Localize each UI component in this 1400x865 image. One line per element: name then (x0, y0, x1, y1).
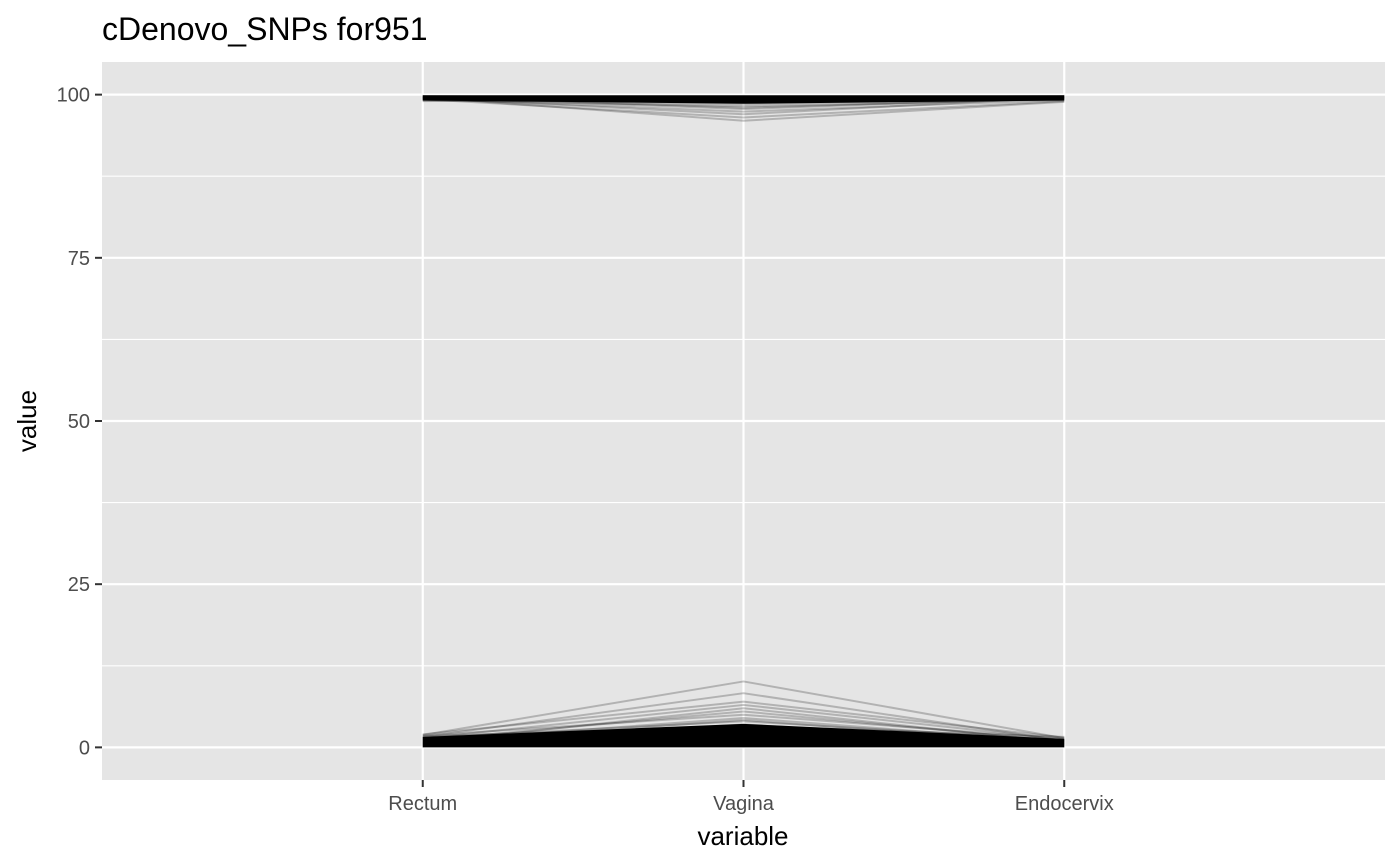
data-line-high (422, 98, 1065, 119)
x-axis-title: variable (697, 821, 788, 851)
data-line-low (422, 707, 1065, 744)
data-line-low (422, 680, 1065, 740)
y-tick-label: 25 (68, 574, 90, 596)
data-line-high (422, 98, 1065, 108)
y-tick-label: 0 (79, 737, 90, 759)
data-line-high (422, 96, 1065, 116)
chart-title: cDenovo_SNPs for951 (102, 11, 428, 47)
x-tick-label: Vagina (713, 793, 775, 815)
y-axis-title: value (12, 390, 42, 452)
x-axis: Rectum Vagina Endocervix (388, 780, 1114, 815)
data-line-high (422, 96, 1065, 122)
y-axis: 0 25 50 75 100 (57, 85, 102, 759)
dense-band-high (422, 95, 1065, 104)
data-line-low (422, 703, 1065, 741)
data-line-low (422, 720, 1065, 742)
grid-lines (102, 62, 1385, 780)
x-tick-label: Rectum (388, 793, 457, 815)
data-lines (422, 94, 1065, 748)
y-tick-label: 50 (68, 411, 90, 433)
dense-band-low (422, 723, 1065, 748)
data-line-low (422, 713, 1065, 740)
x-tick-label: Endocervix (1015, 793, 1114, 815)
data-line-low (422, 692, 1065, 742)
y-tick-label: 75 (68, 248, 90, 270)
y-tick-label: 100 (57, 85, 90, 107)
data-line-low (422, 710, 1065, 743)
data-line-high (422, 97, 1065, 113)
data-line-low (422, 700, 1065, 739)
